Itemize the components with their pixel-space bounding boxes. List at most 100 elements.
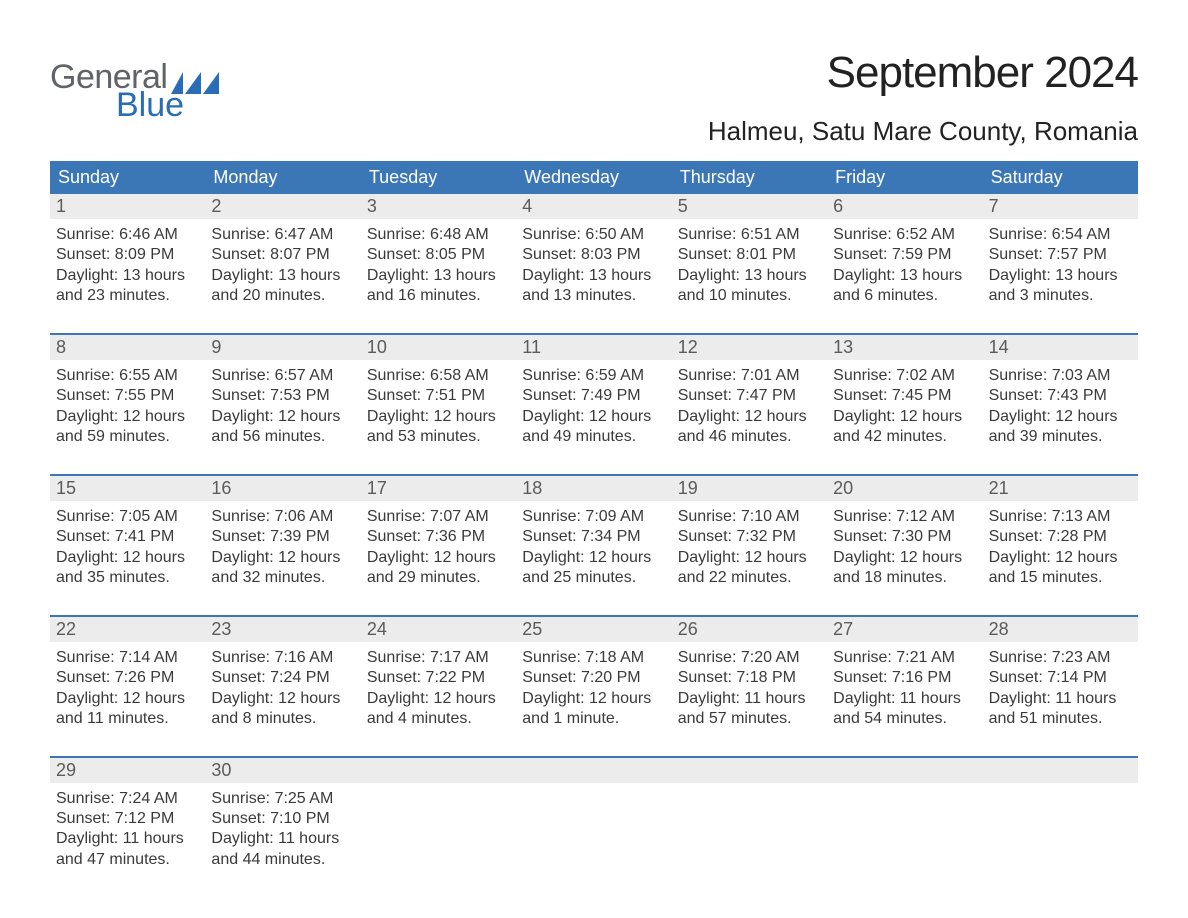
day-sunrise: Sunrise: 7:25 AM xyxy=(211,789,354,809)
day-number: 21 xyxy=(983,476,1138,501)
day-cell: Sunrise: 6:55 AMSunset: 7:55 PMDaylight:… xyxy=(50,360,205,462)
day-number: 25 xyxy=(516,617,671,642)
day-dl1: Daylight: 11 hours xyxy=(678,689,821,709)
day-dl1: Daylight: 12 hours xyxy=(367,689,510,709)
day-sunrise: Sunrise: 7:18 AM xyxy=(522,648,665,668)
weekday-header: Thursday xyxy=(672,161,827,194)
day-sunset: Sunset: 7:18 PM xyxy=(678,668,821,688)
logo-text-blue: Blue xyxy=(116,88,219,122)
day-dl1: Daylight: 12 hours xyxy=(56,407,199,427)
day-dl1: Daylight: 12 hours xyxy=(367,548,510,568)
day-dl2: and 59 minutes. xyxy=(56,427,199,447)
day-dl1: Daylight: 12 hours xyxy=(989,407,1132,427)
day-number: 29 xyxy=(50,758,205,783)
day-sunset: Sunset: 7:32 PM xyxy=(678,527,821,547)
day-dl1: Daylight: 12 hours xyxy=(989,548,1132,568)
day-dl1: Daylight: 13 hours xyxy=(211,266,354,286)
day-sunset: Sunset: 7:51 PM xyxy=(367,386,510,406)
day-cell xyxy=(827,783,982,885)
day-number: 23 xyxy=(205,617,360,642)
day-number: 5 xyxy=(672,194,827,219)
day-number: 1 xyxy=(50,194,205,219)
day-cell: Sunrise: 7:14 AMSunset: 7:26 PMDaylight:… xyxy=(50,642,205,744)
day-number-row: 891011121314 xyxy=(50,335,1138,360)
day-dl1: Daylight: 12 hours xyxy=(211,689,354,709)
day-sunrise: Sunrise: 6:46 AM xyxy=(56,225,199,245)
day-dl2: and 49 minutes. xyxy=(522,427,665,447)
day-sunrise: Sunrise: 7:07 AM xyxy=(367,507,510,527)
day-cell: Sunrise: 7:06 AMSunset: 7:39 PMDaylight:… xyxy=(205,501,360,603)
day-dl2: and 35 minutes. xyxy=(56,568,199,588)
day-dl1: Daylight: 12 hours xyxy=(678,548,821,568)
page-title: September 2024 xyxy=(708,48,1138,98)
day-sunset: Sunset: 7:49 PM xyxy=(522,386,665,406)
calendar-week: 891011121314Sunrise: 6:55 AMSunset: 7:55… xyxy=(50,333,1138,462)
location-subtitle: Halmeu, Satu Mare County, Romania xyxy=(708,116,1138,147)
day-dl2: and 32 minutes. xyxy=(211,568,354,588)
day-cell: Sunrise: 7:07 AMSunset: 7:36 PMDaylight:… xyxy=(361,501,516,603)
day-number: 14 xyxy=(983,335,1138,360)
day-sunset: Sunset: 7:30 PM xyxy=(833,527,976,547)
day-sunset: Sunset: 7:59 PM xyxy=(833,245,976,265)
day-dl2: and 1 minute. xyxy=(522,709,665,729)
day-cell xyxy=(983,783,1138,885)
day-cell: Sunrise: 6:57 AMSunset: 7:53 PMDaylight:… xyxy=(205,360,360,462)
day-cell: Sunrise: 7:24 AMSunset: 7:12 PMDaylight:… xyxy=(50,783,205,885)
day-cell: Sunrise: 7:20 AMSunset: 7:18 PMDaylight:… xyxy=(672,642,827,744)
day-sunrise: Sunrise: 6:50 AM xyxy=(522,225,665,245)
day-sunrise: Sunrise: 7:03 AM xyxy=(989,366,1132,386)
day-cell: Sunrise: 6:58 AMSunset: 7:51 PMDaylight:… xyxy=(361,360,516,462)
day-dl1: Daylight: 12 hours xyxy=(56,689,199,709)
day-sunrise: Sunrise: 6:59 AM xyxy=(522,366,665,386)
day-dl2: and 11 minutes. xyxy=(56,709,199,729)
day-dl1: Daylight: 12 hours xyxy=(522,689,665,709)
day-dl1: Daylight: 12 hours xyxy=(367,407,510,427)
day-sunset: Sunset: 8:01 PM xyxy=(678,245,821,265)
day-sunset: Sunset: 7:43 PM xyxy=(989,386,1132,406)
day-dl2: and 13 minutes. xyxy=(522,286,665,306)
day-number: 27 xyxy=(827,617,982,642)
day-dl1: Daylight: 12 hours xyxy=(678,407,821,427)
day-number xyxy=(983,758,1138,783)
day-cell: Sunrise: 7:05 AMSunset: 7:41 PMDaylight:… xyxy=(50,501,205,603)
day-number: 12 xyxy=(672,335,827,360)
day-sunset: Sunset: 7:57 PM xyxy=(989,245,1132,265)
day-sunrise: Sunrise: 7:17 AM xyxy=(367,648,510,668)
header: General Blue September 2024 Halmeu, Satu… xyxy=(50,48,1138,147)
day-dl1: Daylight: 11 hours xyxy=(989,689,1132,709)
day-number: 16 xyxy=(205,476,360,501)
day-sunset: Sunset: 7:12 PM xyxy=(56,809,199,829)
day-dl1: Daylight: 13 hours xyxy=(678,266,821,286)
day-sunset: Sunset: 7:10 PM xyxy=(211,809,354,829)
day-number: 24 xyxy=(361,617,516,642)
day-cell xyxy=(361,783,516,885)
day-number: 30 xyxy=(205,758,360,783)
day-dl1: Daylight: 12 hours xyxy=(833,407,976,427)
day-sunrise: Sunrise: 7:06 AM xyxy=(211,507,354,527)
day-number: 4 xyxy=(516,194,671,219)
day-sunset: Sunset: 8:07 PM xyxy=(211,245,354,265)
day-sunset: Sunset: 7:22 PM xyxy=(367,668,510,688)
day-dl2: and 57 minutes. xyxy=(678,709,821,729)
day-dl1: Daylight: 12 hours xyxy=(211,548,354,568)
day-sunrise: Sunrise: 7:01 AM xyxy=(678,366,821,386)
day-dl2: and 25 minutes. xyxy=(522,568,665,588)
calendar-week: 1234567Sunrise: 6:46 AMSunset: 8:09 PMDa… xyxy=(50,194,1138,321)
weekday-header: Tuesday xyxy=(361,161,516,194)
weekday-header: Friday xyxy=(827,161,982,194)
day-number: 6 xyxy=(827,194,982,219)
day-dl2: and 56 minutes. xyxy=(211,427,354,447)
day-cell: Sunrise: 6:51 AMSunset: 8:01 PMDaylight:… xyxy=(672,219,827,321)
day-number: 7 xyxy=(983,194,1138,219)
day-number: 15 xyxy=(50,476,205,501)
day-sunset: Sunset: 7:53 PM xyxy=(211,386,354,406)
day-sunrise: Sunrise: 7:24 AM xyxy=(56,789,199,809)
day-dl1: Daylight: 11 hours xyxy=(56,829,199,849)
day-cell: Sunrise: 6:52 AMSunset: 7:59 PMDaylight:… xyxy=(827,219,982,321)
day-dl1: Daylight: 12 hours xyxy=(211,407,354,427)
weekday-header: Sunday xyxy=(50,161,205,194)
day-number xyxy=(827,758,982,783)
day-sunrise: Sunrise: 7:16 AM xyxy=(211,648,354,668)
day-dl2: and 20 minutes. xyxy=(211,286,354,306)
day-cell: Sunrise: 6:54 AMSunset: 7:57 PMDaylight:… xyxy=(983,219,1138,321)
